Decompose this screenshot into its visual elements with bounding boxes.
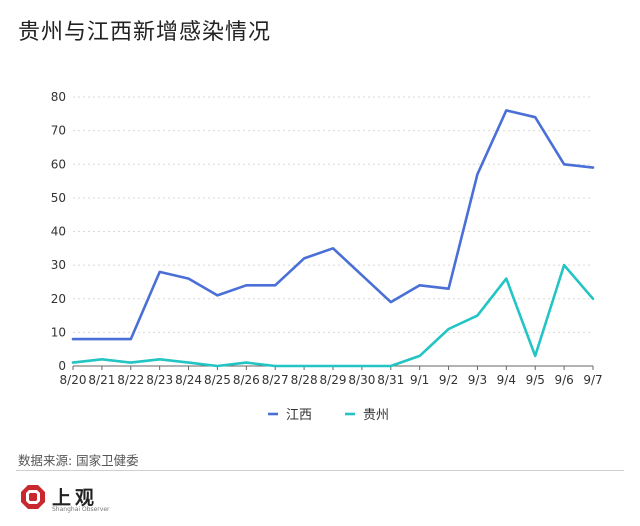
legend: 江西 贵州 (268, 408, 389, 423)
x-tick-label: 9/3 (468, 373, 487, 387)
x-tick-label: 9/4 (497, 373, 516, 387)
x-tick-label: 8/31 (377, 373, 404, 387)
logo-name: 上观 (52, 487, 99, 509)
x-tick-label: 9/1 (410, 373, 429, 387)
logo-subtitle: Shanghai Observer (52, 506, 110, 513)
x-tick-label: 9/7 (583, 373, 602, 387)
source-note: 数据来源: 国家卫健委 (18, 453, 139, 468)
series-lines (71, 109, 595, 368)
x-tick-label: 8/30 (348, 373, 375, 387)
y-tick-label: 70 (51, 124, 66, 138)
grid-lines (73, 96, 593, 333)
y-tick-label: 60 (51, 157, 66, 171)
x-tick-label: 8/23 (146, 373, 173, 387)
x-axis: 8/20 8/21 8/22 8/23 8/24 8/25 8/26 8/27 8/28 8/29… (60, 365, 603, 387)
x-tick-label: 8/20 (60, 373, 87, 387)
series-line-贵州 (71, 263, 595, 368)
legend-label: 江西 (286, 408, 312, 423)
chart-title: 贵州与江西新增感染情况 (18, 20, 272, 45)
x-tick-label: 9/6 (554, 373, 573, 387)
divider (16, 470, 624, 471)
series-line-江西 (71, 109, 595, 341)
x-tick-label: 8/21 (88, 373, 115, 387)
y-tick-label: 20 (51, 292, 66, 306)
x-tick-label: 8/27 (262, 373, 289, 387)
legend-label: 贵州 (363, 408, 389, 423)
x-tick-label: 8/28 (291, 373, 318, 387)
y-tick-label: 50 (51, 191, 66, 205)
y-tick-label: 30 (51, 258, 66, 272)
publisher-logo: 上观 Shanghai Observer (18, 482, 148, 520)
y-tick-label: 80 (51, 90, 66, 104)
y-axis: 0 10 20 30 40 50 60 70 80 (51, 90, 66, 373)
y-tick-label: 40 (51, 225, 66, 239)
x-tick-label: 8/25 (204, 373, 231, 387)
logo-mark-icon (21, 485, 45, 509)
x-tick-label: 8/22 (117, 373, 144, 387)
x-tick-label: 9/5 (526, 373, 545, 387)
y-tick-label: 0 (58, 359, 66, 373)
x-tick-label: 8/26 (233, 373, 260, 387)
x-tick-label: 9/2 (439, 373, 458, 387)
y-tick-label: 10 (51, 325, 66, 339)
x-tick-label: 8/29 (320, 373, 347, 387)
x-tick-label: 8/24 (175, 373, 202, 387)
